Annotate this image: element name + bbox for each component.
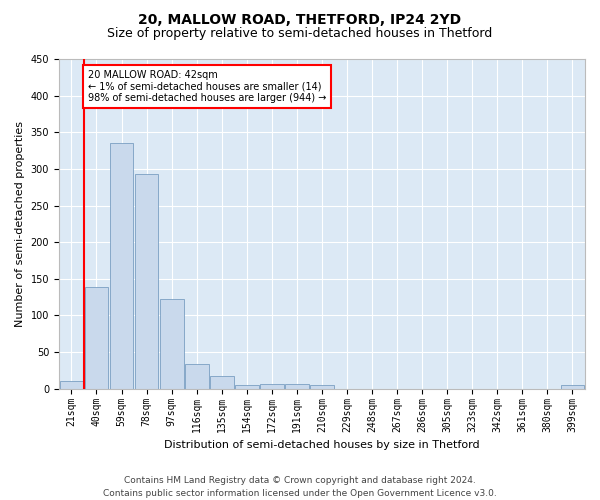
Text: Contains HM Land Registry data © Crown copyright and database right 2024.
Contai: Contains HM Land Registry data © Crown c… (103, 476, 497, 498)
Y-axis label: Number of semi-detached properties: Number of semi-detached properties (15, 121, 25, 327)
X-axis label: Distribution of semi-detached houses by size in Thetford: Distribution of semi-detached houses by … (164, 440, 480, 450)
Bar (210, 376, 233, 389)
Bar (59, 382, 83, 389)
Bar (160, 298, 184, 389)
Bar (260, 384, 284, 389)
Bar (560, 385, 584, 389)
Bar (85, 287, 109, 389)
Bar (310, 385, 334, 389)
Bar (185, 364, 209, 389)
Bar (285, 384, 309, 389)
Text: Size of property relative to semi-detached houses in Thetford: Size of property relative to semi-detach… (107, 28, 493, 40)
Text: 20 MALLOW ROAD: 42sqm
← 1% of semi-detached houses are smaller (14)
98% of semi-: 20 MALLOW ROAD: 42sqm ← 1% of semi-detac… (88, 70, 326, 103)
Text: 20, MALLOW ROAD, THETFORD, IP24 2YD: 20, MALLOW ROAD, THETFORD, IP24 2YD (139, 12, 461, 26)
Bar (134, 174, 158, 389)
Bar (235, 385, 259, 389)
Bar (110, 142, 133, 389)
